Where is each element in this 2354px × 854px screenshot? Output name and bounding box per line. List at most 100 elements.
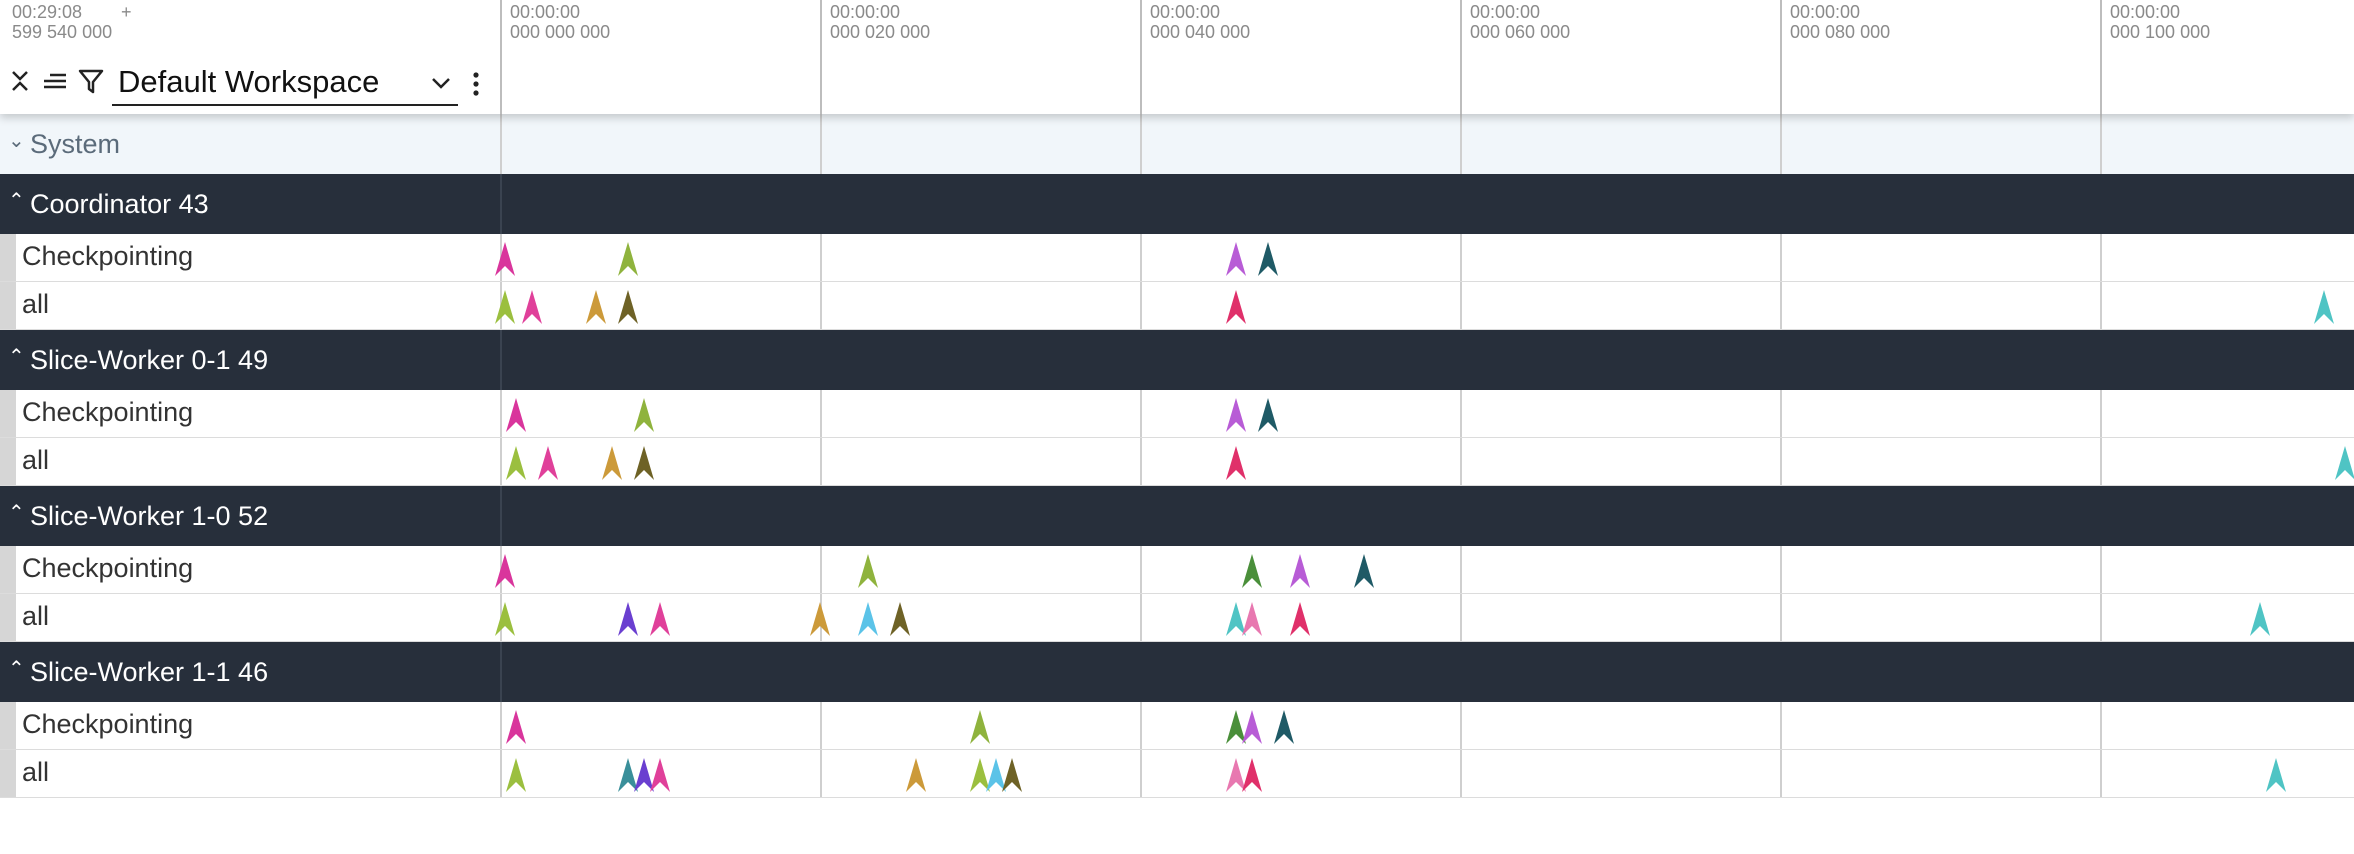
instant-event-marker[interactable] [650,758,670,792]
chevron-up-icon[interactable]: ⌃ [8,502,25,524]
instant-event-marker[interactable] [1226,398,1246,432]
process-group-header[interactable] [0,486,2354,546]
instant-event-marker[interactable] [1290,554,1310,588]
instant-event-marker[interactable] [1354,554,1374,588]
instant-event-marker[interactable] [906,758,926,792]
grid-line [1140,114,1142,174]
grid-line [2100,750,2102,798]
process-group-header[interactable] [0,330,2354,390]
instant-event-marker[interactable] [970,710,990,744]
instant-event-marker[interactable] [634,398,654,432]
instant-event-marker[interactable] [634,758,654,792]
chevron-up-icon[interactable]: ⌃ [8,658,25,680]
track-row[interactable] [0,282,2354,330]
instant-event-marker[interactable] [1226,290,1246,324]
instant-event-marker[interactable] [1226,710,1246,744]
instant-event-marker[interactable] [1242,710,1262,744]
instant-event-marker[interactable] [618,602,638,636]
instant-event-marker[interactable] [1226,242,1246,276]
instant-event-marker[interactable] [494,242,515,276]
instant-event-marker[interactable] [494,602,515,636]
instant-event-marker[interactable] [1226,602,1246,636]
more-vertical-icon[interactable] [470,70,482,103]
instant-event-marker[interactable] [1290,602,1310,636]
grid-line [1780,546,1782,594]
grid-line [2100,546,2102,594]
instant-event-marker[interactable] [810,602,830,636]
instant-event-marker[interactable] [618,290,638,324]
workspace-select[interactable]: Default Workspace [118,64,380,99]
instant-event-marker[interactable] [2334,446,2354,480]
instant-event-marker[interactable] [506,758,526,792]
instant-event-marker[interactable] [1002,758,1022,792]
track-row[interactable] [0,438,2354,486]
instant-event-marker[interactable] [1274,710,1294,744]
grid-line [2100,390,2102,438]
axis-tick-line [500,0,502,114]
instant-event-marker[interactable] [494,290,515,324]
offset-value: 599 540 000 [12,22,113,42]
grid-line [1780,594,1782,642]
grid-line [1140,282,1142,330]
instant-event-marker[interactable] [2266,758,2286,792]
instant-event-marker[interactable] [618,758,638,792]
process-group-header[interactable] [0,174,2354,234]
instant-event-marker[interactable] [538,446,558,480]
collapse-icon[interactable] [9,66,31,102]
instant-event-marker[interactable] [506,446,526,480]
instant-event-marker[interactable] [506,398,526,432]
process-group-header[interactable] [0,642,2354,702]
track-row[interactable] [0,390,2354,438]
filter-icon[interactable] [78,66,104,102]
grid-line [2100,702,2102,750]
instant-event-marker[interactable] [522,290,542,324]
instant-event-marker[interactable] [858,554,878,588]
axis-tick-value: 000 000 000 [510,22,611,42]
instant-event-marker[interactable] [1242,602,1262,636]
axis-tick-time: 00:00:00 [1470,2,1541,22]
instant-event-marker[interactable] [634,446,654,480]
row-separator [0,329,2354,330]
grid-line [2100,114,2102,174]
instant-event-marker[interactable] [618,242,638,276]
track-row[interactable] [0,750,2354,798]
track-row[interactable] [0,546,2354,594]
track-row-indent-bar [0,390,16,438]
instant-event-marker[interactable] [1226,758,1246,792]
process-group-label: Slice-Worker 1-0 52 [30,501,269,531]
instant-event-marker[interactable] [970,758,990,792]
instant-event-marker[interactable] [1258,242,1278,276]
track-row[interactable] [0,234,2354,282]
instant-event-marker[interactable] [2250,602,2270,636]
grid-line [1780,438,1782,486]
instant-event-marker[interactable] [494,554,515,588]
instant-event-marker[interactable] [1242,554,1262,588]
sort-lines-icon[interactable] [42,66,68,102]
track-row[interactable] [0,594,2354,642]
instant-event-marker[interactable] [890,602,910,636]
instant-event-marker[interactable] [586,290,606,324]
instant-event-marker[interactable] [602,446,622,480]
instant-event-marker[interactable] [1242,758,1262,792]
axis-tick-line [1780,0,1782,114]
instant-event-marker[interactable] [2314,290,2334,324]
instant-event-marker[interactable] [650,602,670,636]
instant-event-marker[interactable] [858,602,878,636]
chevron-down-icon[interactable] [430,74,452,97]
chevron-up-icon[interactable]: ⌃ [8,190,25,212]
system-track[interactable] [0,114,2354,174]
grid-line [820,546,822,594]
grid-line [500,330,502,390]
instant-event-marker[interactable] [1258,398,1278,432]
instant-event-marker[interactable] [986,758,1006,792]
chevron-up-icon[interactable]: ⌃ [8,346,25,368]
workspace-underline [112,104,458,106]
process-group-label: Slice-Worker 1-1 46 [30,657,269,687]
chevron-down-icon[interactable]: ⌄ [8,130,25,152]
grid-line [1140,702,1142,750]
track-row-indent-bar [0,594,16,642]
instant-event-marker[interactable] [506,710,526,744]
track-row[interactable] [0,702,2354,750]
offset-time: 00:29:08 [12,2,83,22]
instant-event-marker[interactable] [1226,446,1246,480]
